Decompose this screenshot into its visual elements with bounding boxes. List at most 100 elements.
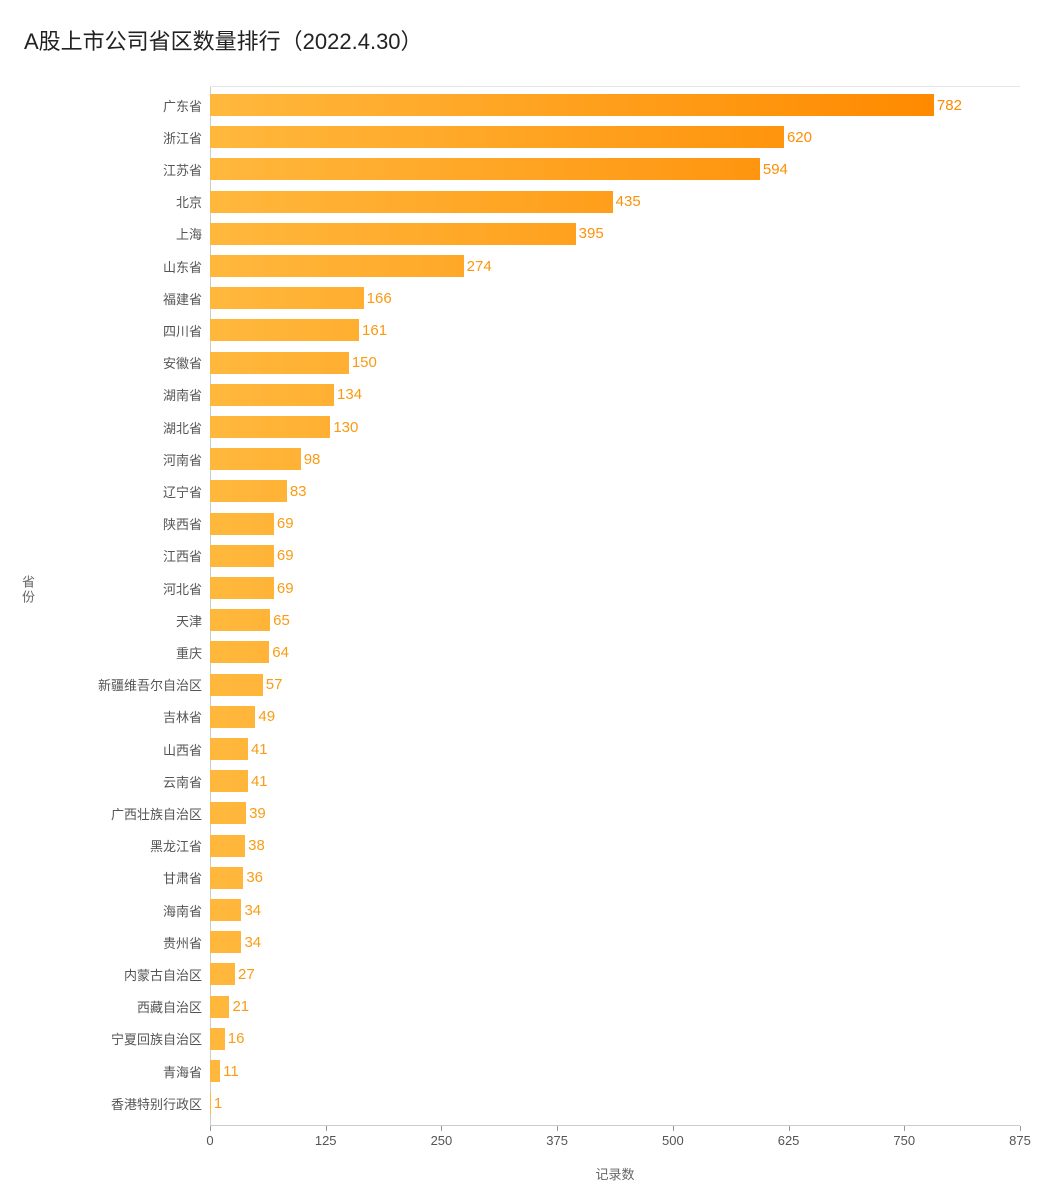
bar — [210, 416, 330, 438]
bar-row: 上海395 — [210, 223, 1020, 245]
x-tick-label: 875 — [1009, 1133, 1031, 1148]
bar-row: 重庆64 — [210, 641, 1020, 663]
bar — [210, 384, 334, 406]
x-tick-label: 0 — [206, 1133, 213, 1148]
bar-category-label: 山西省 — [163, 740, 210, 759]
bar — [210, 94, 934, 116]
bar — [210, 158, 760, 180]
bar-value-label: 69 — [274, 580, 294, 597]
bar — [210, 287, 364, 309]
bar — [210, 513, 274, 535]
bar-category-label: 香港特别行政区 — [111, 1094, 210, 1113]
x-axis-title: 记录数 — [595, 1164, 634, 1183]
x-tick-label: 375 — [546, 1133, 568, 1148]
bar-category-label: 河北省 — [163, 579, 210, 598]
bar-row: 河北省69 — [210, 577, 1020, 599]
x-tick-label: 500 — [662, 1133, 684, 1148]
bar-value-label: 36 — [243, 869, 263, 886]
bar-value-label: 161 — [359, 322, 387, 339]
bar-category-label: 广东省 — [163, 96, 210, 115]
bar-value-label: 38 — [245, 837, 265, 854]
bar — [210, 738, 248, 760]
x-tick-mark — [326, 1126, 327, 1131]
bar — [210, 963, 235, 985]
bar-row: 湖南省134 — [210, 384, 1020, 406]
bar-value-label: 41 — [248, 741, 268, 758]
bar-category-label: 北京 — [176, 192, 210, 211]
bar-row: 香港特别行政区1 — [210, 1092, 1020, 1114]
bar-category-label: 黑龙江省 — [150, 836, 210, 855]
bar-row: 吉林省49 — [210, 706, 1020, 728]
bar-category-label: 天津 — [176, 611, 210, 630]
bar-category-label: 江西省 — [163, 546, 210, 565]
bar-category-label: 浙江省 — [163, 128, 210, 147]
bar — [210, 577, 274, 599]
x-tick-mark — [557, 1126, 558, 1131]
bar-row: 海南省34 — [210, 899, 1020, 921]
bar-category-label: 江苏省 — [163, 160, 210, 179]
x-tick-mark — [789, 1126, 790, 1131]
x-tick-mark — [904, 1126, 905, 1131]
bar-row: 山西省41 — [210, 738, 1020, 760]
bar-category-label: 青海省 — [163, 1062, 210, 1081]
bar-category-label: 贵州省 — [163, 933, 210, 952]
bar-value-label: 782 — [934, 97, 962, 114]
bar-value-label: 150 — [349, 354, 377, 371]
bar-category-label: 甘肃省 — [163, 868, 210, 887]
bar-row: 天津65 — [210, 609, 1020, 631]
bar — [210, 674, 263, 696]
bar — [210, 191, 613, 213]
x-tick-label: 125 — [315, 1133, 337, 1148]
bar — [210, 641, 269, 663]
bar-value-label: 620 — [784, 129, 812, 146]
bar-category-label: 海南省 — [163, 901, 210, 920]
chart-title: A股上市公司省区数量排行（2022.4.30） — [0, 0, 1050, 68]
bar-category-label: 云南省 — [163, 772, 210, 791]
bar-row: 内蒙古自治区27 — [210, 963, 1020, 985]
bar — [210, 126, 784, 148]
bar-row: 四川省161 — [210, 319, 1020, 341]
bar-row: 宁夏回族自治区16 — [210, 1028, 1020, 1050]
bar — [210, 319, 359, 341]
bar-category-label: 新疆维吾尔自治区 — [98, 675, 210, 694]
bar-value-label: 16 — [225, 1030, 245, 1047]
bar-value-label: 1 — [211, 1095, 222, 1112]
bar-category-label: 宁夏回族自治区 — [111, 1029, 210, 1048]
bar — [210, 706, 255, 728]
bar-category-label: 湖北省 — [163, 418, 210, 437]
bar-value-label: 83 — [287, 483, 307, 500]
bar-row: 陕西省69 — [210, 513, 1020, 535]
bar-value-label: 69 — [274, 515, 294, 532]
bar-category-label: 辽宁省 — [163, 482, 210, 501]
bar-row: 江苏省594 — [210, 158, 1020, 180]
bar — [210, 1060, 220, 1082]
bar-value-label: 274 — [464, 258, 492, 275]
bar-value-label: 64 — [269, 644, 289, 661]
bar — [210, 835, 245, 857]
bar-value-label: 57 — [263, 676, 283, 693]
bar-category-label: 西藏自治区 — [137, 997, 210, 1016]
bar-row: 江西省69 — [210, 545, 1020, 567]
bar-value-label: 130 — [330, 419, 358, 436]
bar-row: 黑龙江省38 — [210, 835, 1020, 857]
bar — [210, 352, 349, 374]
bar-row: 新疆维吾尔自治区57 — [210, 674, 1020, 696]
bar-value-label: 65 — [270, 612, 290, 629]
bar — [210, 802, 246, 824]
bar-category-label: 上海 — [176, 224, 210, 243]
bar-row: 西藏自治区21 — [210, 996, 1020, 1018]
bar-value-label: 21 — [229, 998, 249, 1015]
bar — [210, 867, 243, 889]
bar-row: 云南省41 — [210, 770, 1020, 792]
x-tick-label: 625 — [778, 1133, 800, 1148]
bar-category-label: 河南省 — [163, 450, 210, 469]
x-tick-mark — [673, 1126, 674, 1131]
bar-row: 福建省166 — [210, 287, 1020, 309]
bar — [210, 255, 464, 277]
chart-container: A股上市公司省区数量排行（2022.4.30） 0125250375500625… — [0, 0, 1050, 1201]
bar-row: 贵州省34 — [210, 931, 1020, 953]
bars-wrapper: 广东省782浙江省620江苏省594北京435上海395山东省274福建省166… — [210, 86, 1020, 1126]
bar-row: 北京435 — [210, 191, 1020, 213]
bar-row: 广东省782 — [210, 94, 1020, 116]
bar-row: 青海省11 — [210, 1060, 1020, 1082]
